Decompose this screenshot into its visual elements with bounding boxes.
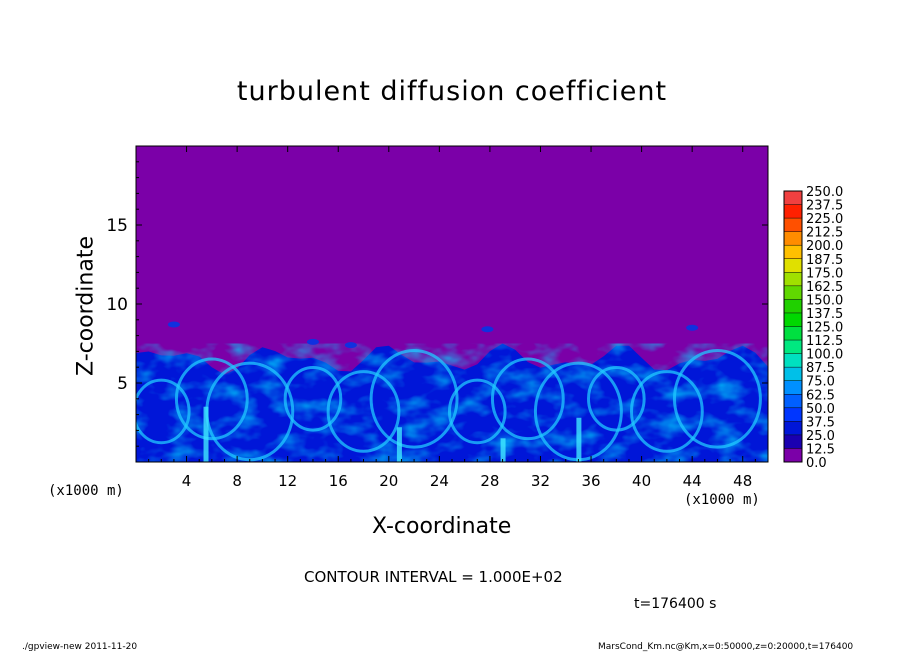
colorbar-swatch — [784, 380, 802, 395]
eddy-swirl — [136, 378, 191, 445]
y-tick-label: 15 — [106, 216, 128, 236]
colorbar-label: 150.0 — [806, 293, 843, 308]
x-tick-label: 12 — [278, 472, 297, 490]
x-tick-label: 36 — [581, 472, 600, 490]
x-tick-label: 4 — [182, 472, 192, 490]
colorbar-swatch — [784, 421, 802, 435]
colorbar-label: 237.5 — [806, 199, 843, 214]
isolated-patch — [686, 324, 699, 331]
updraft-plume — [396, 427, 402, 462]
eddy-swirl — [629, 370, 704, 453]
y-tick-label: 5 — [117, 374, 128, 394]
colorbar-swatch — [784, 394, 802, 408]
colorbar-label: 212.5 — [806, 226, 843, 241]
y-tick-label: 10 — [106, 295, 128, 315]
colorbar-swatch — [784, 407, 802, 422]
colorbar-label: 37.5 — [806, 415, 835, 430]
contour-interval-label: CONTOUR INTERVAL = 1.000E+02 — [304, 568, 563, 586]
colorbar-swatch — [784, 285, 802, 300]
x-tick-label: 48 — [733, 472, 752, 490]
eddy-swirl — [174, 357, 249, 441]
isolated-patch — [344, 342, 357, 349]
colorbar-label: 50.0 — [806, 402, 835, 417]
colorbar-swatch — [784, 353, 802, 368]
isolated-patch — [481, 326, 494, 333]
colorbar-swatch — [784, 245, 802, 259]
colorbar-swatch — [784, 340, 802, 354]
eddy-swirl — [326, 370, 401, 453]
heatmap-field — [136, 146, 768, 462]
y-axis-label: Z-coordinate — [73, 236, 99, 376]
colorbar-swatch — [784, 448, 802, 462]
colorbar-swatch — [784, 204, 802, 219]
x-tick-label: 40 — [632, 472, 651, 490]
colorbar-label: 87.5 — [806, 361, 835, 376]
colorbar-label: 112.5 — [806, 334, 843, 349]
x-tick-label: 28 — [480, 472, 499, 490]
colorbar-label: 0.0 — [806, 456, 827, 471]
x-tick-label: 44 — [683, 472, 702, 490]
colorbar-label: 162.5 — [806, 280, 843, 295]
colorbar-label: 100.0 — [806, 348, 843, 363]
colorbar-label: 225.0 — [806, 212, 843, 227]
x-tick-label: 32 — [531, 472, 550, 490]
colorbar-label: 25.0 — [806, 429, 835, 444]
colorbar-swatch — [784, 218, 802, 232]
eddy-swirl — [672, 348, 762, 449]
x-axis-label: X-coordinate — [372, 514, 512, 539]
colorbar-swatch — [784, 258, 802, 273]
colorbar-label: 250.0 — [806, 185, 843, 200]
x-axis: 4 8 12 16 20 24 28 32 36 40 44 48 — [148, 146, 756, 490]
colorbar-swatch — [784, 367, 802, 381]
colorbar-swatch — [784, 231, 802, 246]
colorbar-swatch — [784, 272, 802, 286]
colorbar-swatch — [784, 434, 802, 449]
isolated-patch — [306, 338, 319, 345]
eddy-swirl — [447, 378, 507, 445]
x-tick-label: 24 — [430, 472, 449, 490]
updraft-plume — [576, 417, 582, 462]
colorbar-swatch — [784, 326, 802, 341]
updraft-plume — [203, 406, 209, 462]
colorbar-label: 175.0 — [806, 266, 843, 281]
eddy-swirl — [490, 357, 565, 441]
colorbar: 0.012.525.037.550.062.575.087.5100.0112.… — [783, 185, 843, 471]
colorbar-label: 125.0 — [806, 321, 843, 336]
y-axis: 5 10 15 — [106, 161, 768, 447]
colorbar-swatch — [784, 299, 802, 313]
eddy-swirl — [369, 348, 459, 449]
colorbar-label: 12.5 — [806, 442, 835, 457]
x-tick-label: 20 — [379, 472, 398, 490]
colorbar-label: 200.0 — [806, 239, 843, 254]
time-label: t=176400 s — [634, 596, 717, 612]
footer-right: MarsCond_Km.nc@Km,x=0:50000,z=0:20000,t=… — [598, 642, 854, 652]
updraft-plume — [500, 438, 506, 462]
eddy-swirl — [587, 366, 646, 432]
footer-left: ./gpview-new 2011-11-20 — [22, 642, 138, 652]
colorbar-label: 137.5 — [806, 307, 843, 322]
x-tick-label: 16 — [329, 472, 348, 490]
chart-title: turbulent diffusion coefficient — [236, 76, 668, 107]
colorbar-swatch — [784, 191, 802, 205]
isolated-patch — [167, 321, 180, 328]
colorbar-swatch — [784, 312, 802, 327]
x-unit-label-right: (x1000 m) — [684, 492, 760, 508]
eddy-swirl — [283, 366, 343, 432]
colorbar-label: 187.5 — [806, 253, 843, 268]
x-tick-label: 8 — [232, 472, 242, 490]
x-unit-label-left: (x1000 m) — [48, 483, 124, 499]
colorbar-label: 75.0 — [806, 375, 835, 390]
colorbar-label: 62.5 — [806, 388, 835, 403]
